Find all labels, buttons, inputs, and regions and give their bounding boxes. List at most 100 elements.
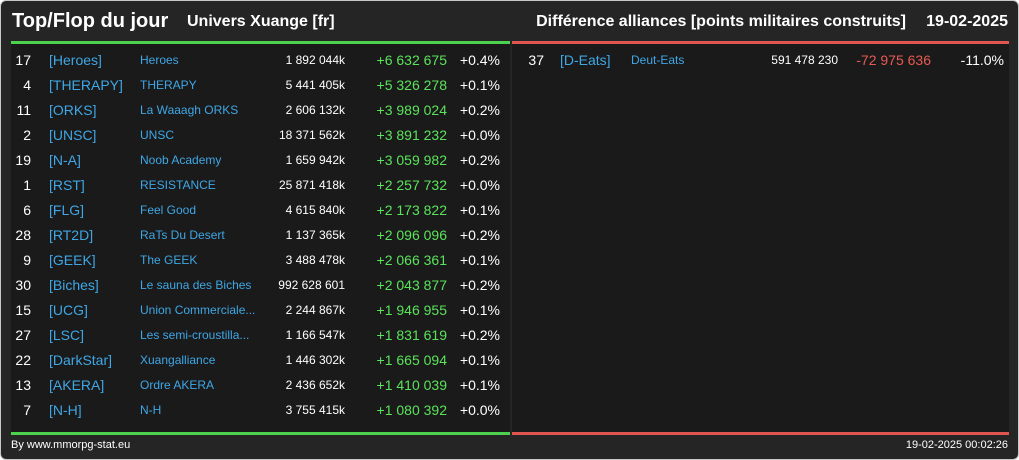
page-title: Top/Flop du jour (12, 10, 169, 32)
military-points: 2 606 132k (285, 103, 345, 117)
top-row: 17 [Heroes] Heroes 1 892 044k +6 632 675 +0.4… (11, 48, 510, 73)
rank: 2 (23, 127, 31, 143)
rank: 6 (23, 202, 31, 218)
alliance-name[interactable]: La Waaagh ORKS (140, 103, 239, 117)
military-points: 1 137 365k (285, 228, 345, 242)
military-points: 1 446 302k (285, 353, 345, 367)
percent-change: +0.4% (459, 52, 500, 68)
alliance-tag[interactable]: [RT2D] (49, 227, 94, 243)
flop-row: 37 [D-Eats] Deut-Eats 591 478 230 -72 975 63… (512, 48, 1009, 73)
alliance-tag[interactable]: [UNSC] (49, 127, 97, 143)
top-row: 2 [UNSC] UNSC 18 371 562k +3 891 232 +0.0% (11, 123, 510, 148)
percent-change: +0.1% (459, 202, 500, 218)
military-points: 2 244 867k (285, 303, 345, 317)
alliance-tag[interactable]: [DarkStar] (49, 352, 113, 368)
military-points: 3 488 478k (285, 253, 345, 267)
percent-change: +0.0% (459, 127, 500, 143)
universe-label: Univers Xuange [fr] (187, 13, 335, 30)
rank: 27 (15, 327, 31, 343)
percent-change: +0.0% (459, 402, 500, 418)
top-row: 27 [LSC] Les semi-croustilla... 1 166 547k +… (11, 323, 510, 348)
top-row: 13 [AKERA] Ordre AKERA 2 436 652k +1 410 039… (11, 373, 510, 398)
military-points: 1 166 547k (285, 328, 345, 342)
rank: 30 (15, 277, 31, 293)
rank: 4 (23, 77, 31, 93)
alliance-tag[interactable]: [Biches] (49, 277, 99, 293)
points-difference: +6 632 675 (376, 52, 447, 68)
alliance-tag[interactable]: [D-Eats] (560, 52, 611, 68)
header: Top/Flop du jour Univers Xuange [fr] Dif… (1, 1, 1018, 41)
alliance-tag[interactable]: [ORKS] (49, 102, 97, 118)
alliance-name[interactable]: Deut-Eats (631, 53, 685, 67)
alliance-tag[interactable]: [GEEK] (49, 252, 96, 268)
top-row: 7 [N-H] N-H 3 755 415k +1 080 392 +0.0% (11, 398, 510, 423)
points-difference: +1 831 619 (376, 327, 447, 343)
alliance-name[interactable]: RaTs Du Desert (140, 228, 225, 242)
alliance-tag[interactable]: [Heroes] (49, 52, 102, 68)
percent-change: +0.1% (459, 302, 500, 318)
points-difference: +2 096 096 (376, 227, 447, 243)
alliance-name[interactable]: Le sauna des Biches (140, 278, 252, 292)
alliance-tag[interactable]: [N-A] (49, 152, 81, 168)
points-difference: +1 410 039 (376, 377, 447, 393)
alliance-tag[interactable]: [THERAPY] (49, 77, 123, 93)
alliance-tag[interactable]: [N-H] (49, 402, 82, 418)
header-date: 19-02-2025 (926, 13, 1008, 30)
alliance-name[interactable]: Noob Academy (140, 153, 222, 167)
top-accent-bar (11, 41, 510, 44)
alliance-name[interactable]: UNSC (140, 128, 175, 142)
rank: 9 (23, 252, 31, 268)
alliance-name[interactable]: RESISTANCE (140, 178, 216, 192)
military-points: 1 892 044k (285, 53, 345, 67)
top-row: 19 [N-A] Noob Academy 1 659 942k +3 059 982 +… (11, 148, 510, 173)
points-difference: +2 257 732 (376, 177, 447, 193)
rank: 1 (23, 177, 31, 193)
credit-link[interactable]: By www.mmorpg-stat.eu (11, 439, 131, 451)
top-accent-bar-bottom (11, 432, 510, 435)
alliance-name[interactable]: Ordre AKERA (140, 378, 215, 392)
percent-change: +0.1% (459, 352, 500, 368)
rank: 37 (528, 52, 544, 68)
top-row: 9 [GEEK] The GEEK 3 488 478k +2 066 361 +0.1% (11, 248, 510, 273)
points-difference: +2 066 361 (376, 252, 447, 268)
rank: 11 (16, 102, 31, 118)
alliance-tag[interactable]: [UCG] (49, 302, 88, 318)
top-row: 28 [RT2D] RaTs Du Desert 1 137 365k +2 096 0… (11, 223, 510, 248)
top-row: 6 [FLG] Feel Good 4 615 840k +2 173 822 +0.1% (11, 198, 510, 223)
military-points: 1 659 942k (285, 153, 345, 167)
alliance-tag[interactable]: [FLG] (49, 202, 85, 218)
percent-change: +0.0% (459, 177, 500, 193)
points-difference: +2 173 822 (376, 202, 447, 218)
rank: 22 (15, 352, 31, 368)
flop-accent-bar (512, 41, 1009, 44)
points-difference: -72 975 636 (856, 52, 931, 68)
top-row: 4 [THERAPY] THERAPY 5 441 405k +5 326 278 +0.… (11, 73, 510, 98)
alliance-name[interactable]: Xuangalliance (140, 353, 216, 367)
alliance-name[interactable]: Heroes (140, 53, 179, 67)
alliance-name[interactable]: Union Commerciale... (140, 303, 256, 317)
alliance-name[interactable]: THERAPY (140, 78, 197, 92)
rank: 15 (15, 302, 31, 318)
military-points: 992 628 601 (278, 278, 345, 292)
alliance-name[interactable]: The GEEK (140, 253, 198, 267)
rank: 13 (15, 377, 31, 393)
alliance-name[interactable]: Les semi-croustilla... (140, 328, 250, 342)
percent-change: +0.1% (459, 77, 500, 93)
points-difference: +3 059 982 (376, 152, 447, 168)
top-row: 11 [ORKS] La Waaagh ORKS 2 606 132k +3 989 0… (11, 98, 510, 123)
rank: 17 (15, 52, 31, 68)
alliance-name[interactable]: Feel Good (140, 203, 197, 217)
percent-change: +0.2% (459, 152, 500, 168)
alliance-tag[interactable]: [AKERA] (49, 377, 105, 393)
rank: 28 (15, 227, 31, 243)
alliance-name[interactable]: N-H (140, 403, 162, 417)
alliance-tag[interactable]: [RST] (49, 177, 85, 193)
percent-change: +0.1% (459, 252, 500, 268)
alliance-tag[interactable]: [LSC] (49, 327, 85, 343)
military-points: 3 755 415k (285, 403, 345, 417)
top-row: 30 [Biches] Le sauna des Biches 992 628 601… (11, 273, 510, 298)
military-points: 5 441 405k (285, 78, 345, 92)
flop-panel: 37 [D-Eats] Deut-Eats 591 478 230 -72 975 63… (512, 41, 1009, 435)
footer-timestamp: 19-02-2025 00:02:26 (905, 439, 1008, 451)
percent-change: +0.2% (459, 277, 500, 293)
